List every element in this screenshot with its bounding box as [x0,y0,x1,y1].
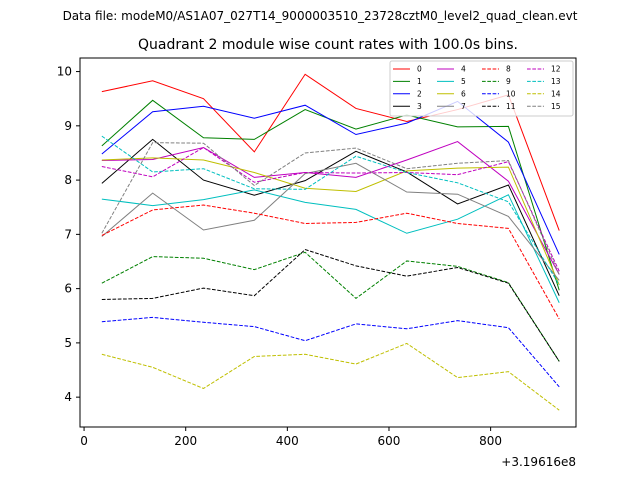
series-line-7 [101,162,560,281]
legend-label-15: 15 [551,102,561,111]
series-line-4 [101,141,560,275]
series-line-15 [101,142,560,275]
x-tick-label: 0 [80,434,88,448]
y-tick-label: 10 [57,65,72,79]
suptitle: Data file: modeM0/AS1A07_027T14_90000035… [63,9,578,23]
series-line-5 [101,189,560,303]
legend-label-14: 14 [551,90,561,99]
chart-title: Quadrant 2 module wise count rates with … [138,37,518,53]
legend-label-0: 0 [417,65,422,74]
legend-label-9: 9 [506,77,511,86]
plot-area [101,73,560,411]
y-tick-label: 7 [64,227,72,241]
legend-label-8: 8 [506,65,511,74]
axes-frame [79,57,577,428]
series-line-10 [101,316,560,388]
legend-label-1: 1 [417,77,422,86]
series-line-13 [101,135,560,286]
x-tick-label: 400 [276,434,299,448]
y-tick-label: 5 [64,336,72,350]
series-line-3 [101,138,560,296]
legend-label-4: 4 [461,65,466,74]
series-line-2 [101,100,560,255]
x-axis: 0 200 400 600 800 [80,427,502,448]
y-tick-label: 6 [64,282,72,296]
y-tick-label: 8 [64,173,72,187]
y-tick-label: 4 [64,390,72,404]
series-line-14 [101,342,560,411]
x-tick-label: 800 [479,434,502,448]
y-tick-label: 9 [64,119,72,133]
series-line-9 [101,251,560,362]
legend-label-2: 2 [417,90,422,99]
series-line-11 [101,248,560,362]
legend-label-10: 10 [506,90,516,99]
legend-label-5: 5 [461,77,466,86]
legend-label-3: 3 [417,102,422,111]
legend-box [389,60,574,117]
x-tick-label: 200 [174,434,197,448]
legend-label-12: 12 [551,65,561,74]
x-tick-label: 600 [378,434,401,448]
y-axis: 4 5 6 7 8 9 10 [57,65,80,404]
legend-label-13: 13 [551,77,561,86]
legend-label-11: 11 [506,102,516,111]
series-line-6 [101,157,560,286]
series-line-8 [101,204,560,320]
legend-label-7: 7 [461,102,466,111]
legend-label-6: 6 [461,90,466,99]
x-offset-label: +3.19616e8 [501,455,576,469]
series-line-12 [101,146,560,272]
